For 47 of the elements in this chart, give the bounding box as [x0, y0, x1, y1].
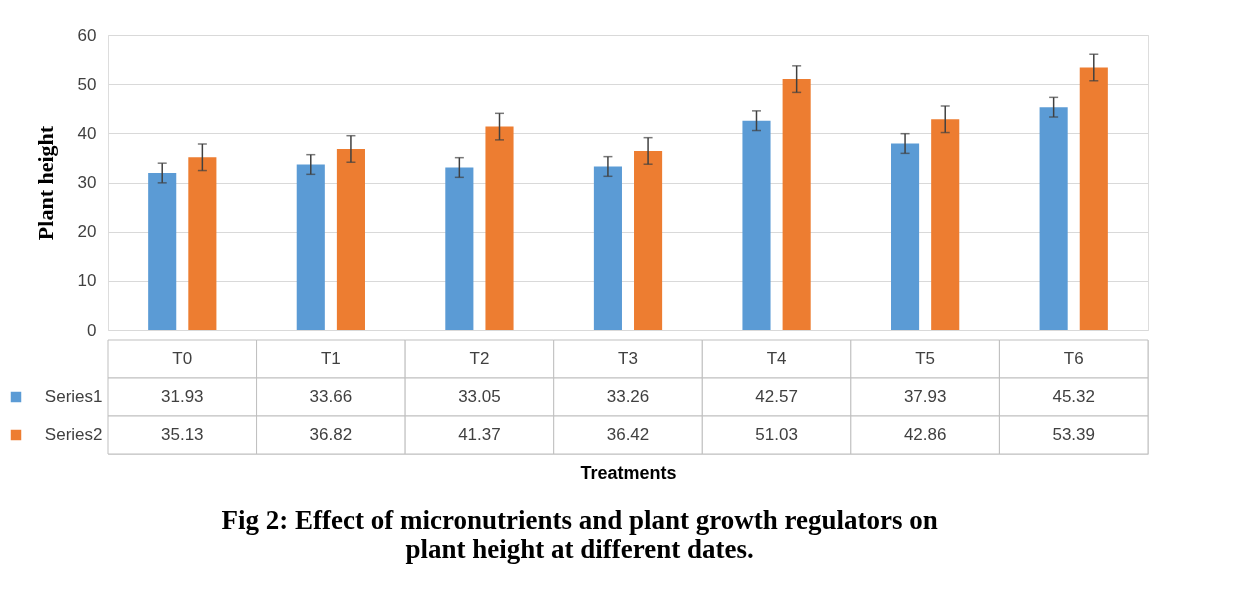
data-label: 33.66 — [309, 387, 353, 406]
data-label: 35.13 — [161, 425, 204, 444]
x-tick-label: T5 — [915, 349, 936, 368]
data-label: 42.86 — [903, 425, 947, 444]
text: Treatments — [580, 462, 677, 483]
data-label: 37.93 — [903, 387, 947, 406]
x-tick-label: T4 — [766, 349, 787, 368]
x-tick-label: T6 — [1063, 349, 1084, 368]
data-label: 36.82 — [309, 425, 353, 444]
data-label: 42.57 — [755, 387, 798, 406]
bar — [485, 126, 514, 330]
bar — [188, 157, 217, 330]
data-label: 45.32 — [1052, 387, 1095, 406]
y-tick-label: 40 — [77, 123, 97, 143]
y-tick-label: 10 — [77, 271, 97, 291]
y-tick-label: 60 — [77, 25, 97, 45]
data-label: 33.05 — [458, 387, 501, 406]
bar — [296, 164, 325, 330]
bar — [742, 120, 771, 330]
text: Fig 2: Effect of micronutrients and plant growth regulators on plant height at different dates. — [221, 504, 938, 564]
bar — [891, 143, 920, 330]
bar — [148, 173, 177, 330]
bar — [782, 79, 811, 330]
y-tick-label: 0 — [87, 320, 97, 340]
y-axis-title: Plant height — [32, 125, 58, 241]
y-tick-label: 20 — [77, 222, 97, 242]
bar — [1079, 67, 1108, 330]
x-tick-label: T1 — [320, 349, 341, 368]
x-tick-label: T3 — [618, 349, 638, 368]
legend-label: Series1 — [44, 387, 103, 406]
data-label: 41.37 — [458, 425, 501, 444]
legend-label: Series2 — [44, 425, 103, 444]
bar — [634, 150, 663, 330]
data-label: 31.93 — [161, 387, 204, 406]
bar — [336, 148, 365, 330]
y-tick-label: 50 — [77, 74, 97, 94]
bar — [1039, 107, 1068, 330]
data-label: 36.42 — [606, 425, 650, 444]
bar — [931, 119, 960, 330]
x-tick-label: T2 — [469, 349, 490, 368]
data-label: 53.39 — [1052, 425, 1095, 444]
data-label: 33.26 — [606, 387, 650, 406]
data-label: 51.03 — [755, 425, 798, 444]
bar — [445, 167, 474, 330]
y-tick-label: 30 — [77, 173, 97, 192]
bar — [593, 166, 622, 330]
x-tick-label: T0 — [172, 349, 193, 368]
